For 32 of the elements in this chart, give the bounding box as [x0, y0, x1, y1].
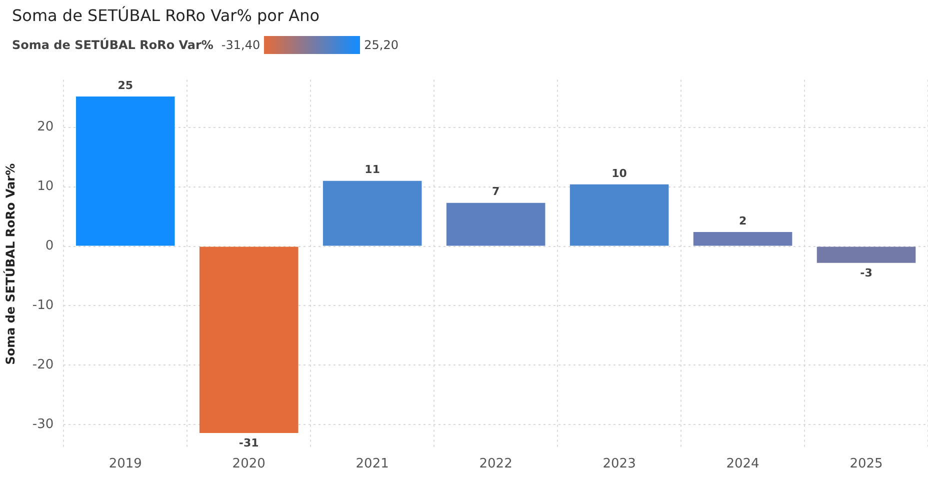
data-label: -3 — [860, 266, 872, 280]
y-tick-label: 10 — [37, 179, 54, 194]
x-tick-label: 2019 — [108, 456, 142, 472]
data-label: 11 — [364, 163, 380, 176]
data-label: 10 — [612, 166, 628, 180]
text: -31,40 — [221, 38, 260, 52]
bar — [570, 184, 669, 246]
bar — [693, 232, 792, 246]
x-tick-label: 2023 — [602, 456, 636, 472]
bar — [76, 96, 175, 246]
data-label: 7 — [492, 185, 500, 198]
x-tick-label: 2025 — [850, 456, 883, 472]
x-tick-label: 2022 — [479, 456, 512, 472]
y-tick-label: -20 — [32, 358, 54, 373]
y-tick-label: 20 — [37, 120, 54, 135]
data-label: 2 — [738, 214, 747, 228]
y-tick-label: -10 — [32, 298, 54, 314]
x-tick-label: 2021 — [356, 456, 389, 472]
y-tick-label: 0 — [45, 238, 54, 254]
bar — [199, 246, 298, 433]
chart-title: Soma de SETÚBAL RoRo Var% por Ano — [12, 6, 320, 25]
bar — [446, 202, 546, 246]
y-axis-title: Soma de SETÚBAL RoRo Var% — [2, 163, 18, 365]
data-label: -31 — [238, 436, 259, 450]
x-tick-label: 2024 — [726, 456, 760, 472]
y-tick-label: -30 — [32, 416, 54, 432]
bar — [816, 246, 916, 263]
x-tick-label: 2020 — [232, 456, 266, 472]
color-bar-title: Soma de SETÚBAL RoRo Var% — [12, 38, 214, 52]
text: 25,20 — [364, 38, 398, 52]
data-label: 25 — [118, 78, 134, 92]
bar — [322, 180, 422, 246]
